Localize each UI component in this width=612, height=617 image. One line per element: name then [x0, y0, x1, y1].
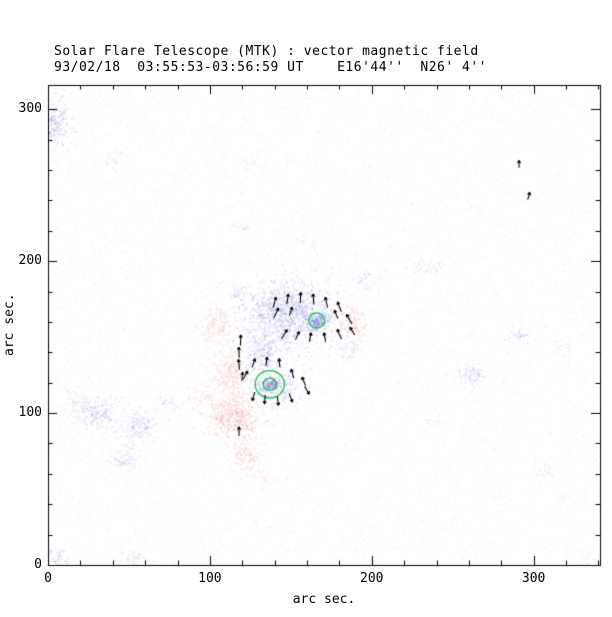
y-axis-label: arc sec. [2, 293, 17, 357]
y-tick-label: 100 [18, 405, 42, 421]
x-tick-label: 300 [521, 571, 546, 586]
y-tick-label: 300 [18, 101, 42, 117]
x-tick-label: 200 [360, 571, 384, 586]
chart-title: Solar Flare Telescope (MTK) : vector mag… [54, 44, 479, 59]
y-tick-label: 0 [34, 557, 42, 572]
chart-subtitle: 93/02/18 03:55:53-03:56:59 UT E16'44'' N… [54, 60, 487, 75]
y-tick-label: 200 [18, 253, 42, 269]
x-tick-label: 0 [44, 571, 52, 586]
x-tick-label: 100 [198, 571, 222, 586]
x-axis-label: arc sec. [292, 592, 356, 607]
